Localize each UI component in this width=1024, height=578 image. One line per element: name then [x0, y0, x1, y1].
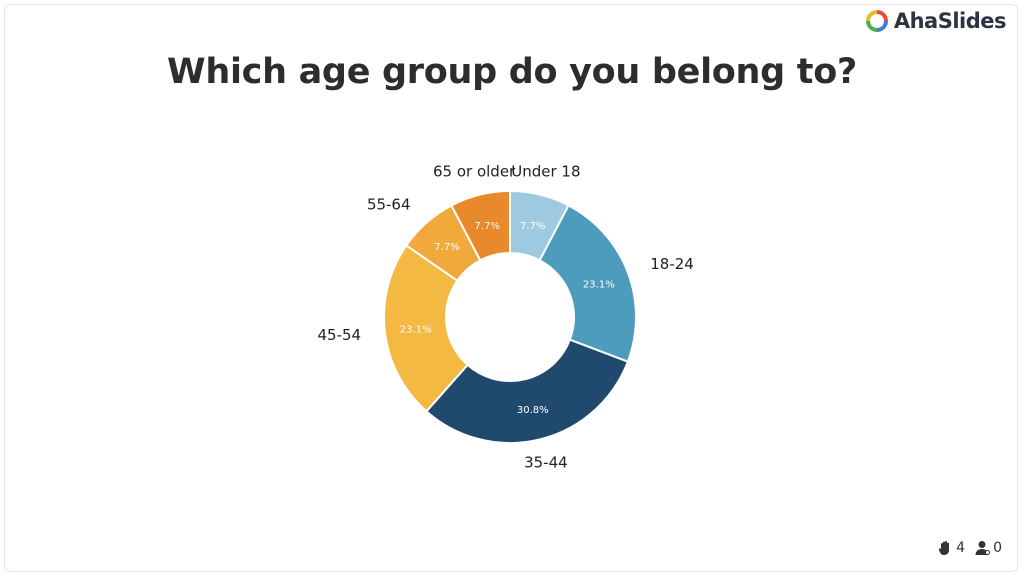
slice-category-label: 55-64 [367, 196, 411, 214]
slice-category-label: 35-44 [524, 454, 568, 472]
slice-value-label: 30.8% [517, 405, 549, 416]
slice-category-label: 45-54 [317, 326, 361, 344]
ahaslides-logo-icon [865, 10, 888, 32]
user-icon [975, 541, 991, 555]
donut-slice [450, 189, 511, 262]
brand-logo: AhaSlides [865, 9, 1007, 33]
slide-frame [4, 4, 1018, 572]
footer-stats: 4 0 [938, 540, 1002, 556]
donut-slice [538, 204, 637, 363]
slice-value-label: 23.1% [583, 279, 615, 290]
slice-category-label: Under 18 [511, 162, 580, 180]
participant-count: 0 [993, 540, 1002, 556]
slice-value-label: 23.1% [400, 324, 432, 335]
donut-slice [383, 244, 469, 413]
participant-counter: 0 [975, 540, 1002, 556]
reaction-counter: 4 [938, 540, 965, 556]
slice-value-label: 7.7% [434, 242, 459, 253]
slice-value-label: 7.7% [520, 221, 545, 232]
raised-hand-icon [938, 541, 950, 555]
brand-name: AhaSlides [893, 9, 1007, 33]
question-title: Which age group do you belong to? [167, 52, 857, 92]
reaction-count: 4 [956, 540, 966, 556]
donut-slice [425, 338, 630, 444]
slice-category-label: 65 or older [433, 162, 516, 180]
slice-value-label: 7.7% [475, 221, 500, 232]
slice-category-label: 18-24 [650, 255, 694, 273]
